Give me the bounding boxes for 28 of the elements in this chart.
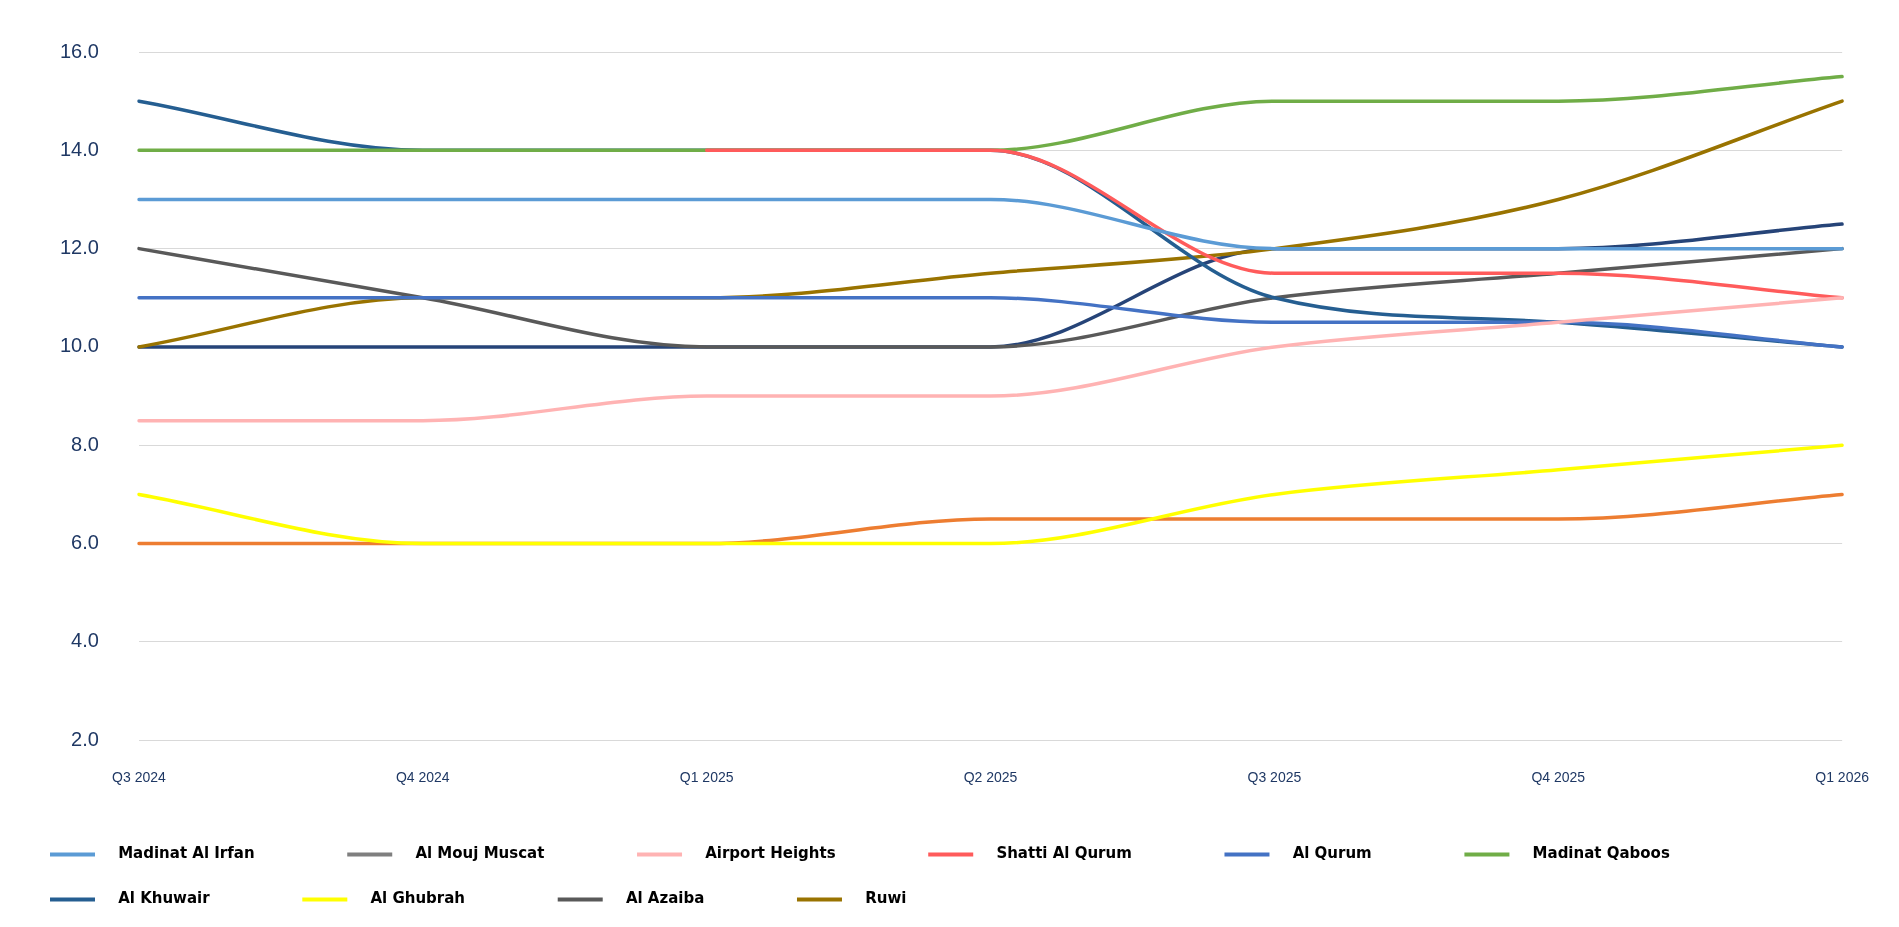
legend-label: Airport Heights (689, 844, 899, 863)
y-tick-label: 8.0 (71, 432, 99, 455)
line-series (137, 246, 1844, 349)
y-tick-label: 4.0 (71, 629, 99, 652)
legend-label: Al Azaiba (610, 889, 767, 908)
x-tick-label: Q3 2024 (112, 769, 166, 786)
line-series (137, 443, 1844, 546)
legend-label: Al Qurum (1276, 844, 1435, 863)
x-tick-label: Q4 2024 (395, 769, 450, 786)
legend-label: Ruwi (849, 889, 970, 908)
legend-label: Madinat Al Irfan (102, 844, 318, 863)
legend-label: Madinat Qaboos (1516, 844, 1733, 863)
x-tick-label: Q1 2026 (1815, 769, 1870, 786)
line-series (137, 296, 1844, 423)
y-tick-label: 12.0 (59, 236, 99, 259)
legend-label: Al Mouj Muscat (399, 844, 608, 863)
x-tick-label: Q2 2025 (963, 769, 1018, 786)
legend-label: Shatti Al Qurum (980, 844, 1195, 863)
y-tick-label: 6.0 (71, 531, 99, 554)
legend-label: Al Ghubrah (354, 889, 528, 908)
x-tick-label: Q1 2025 (679, 769, 734, 786)
x-tick-label: Q3 2025 (1247, 769, 1302, 786)
x-tick-label: Q4 2025 (1531, 769, 1586, 786)
y-tick-label: 14.0 (59, 137, 99, 160)
y-tick-label: 2.0 (71, 727, 99, 750)
y-tick-label: 10.0 (59, 334, 99, 357)
legend-label: Al Khuwair (102, 889, 273, 908)
y-tick-label: 16.0 (59, 39, 99, 62)
